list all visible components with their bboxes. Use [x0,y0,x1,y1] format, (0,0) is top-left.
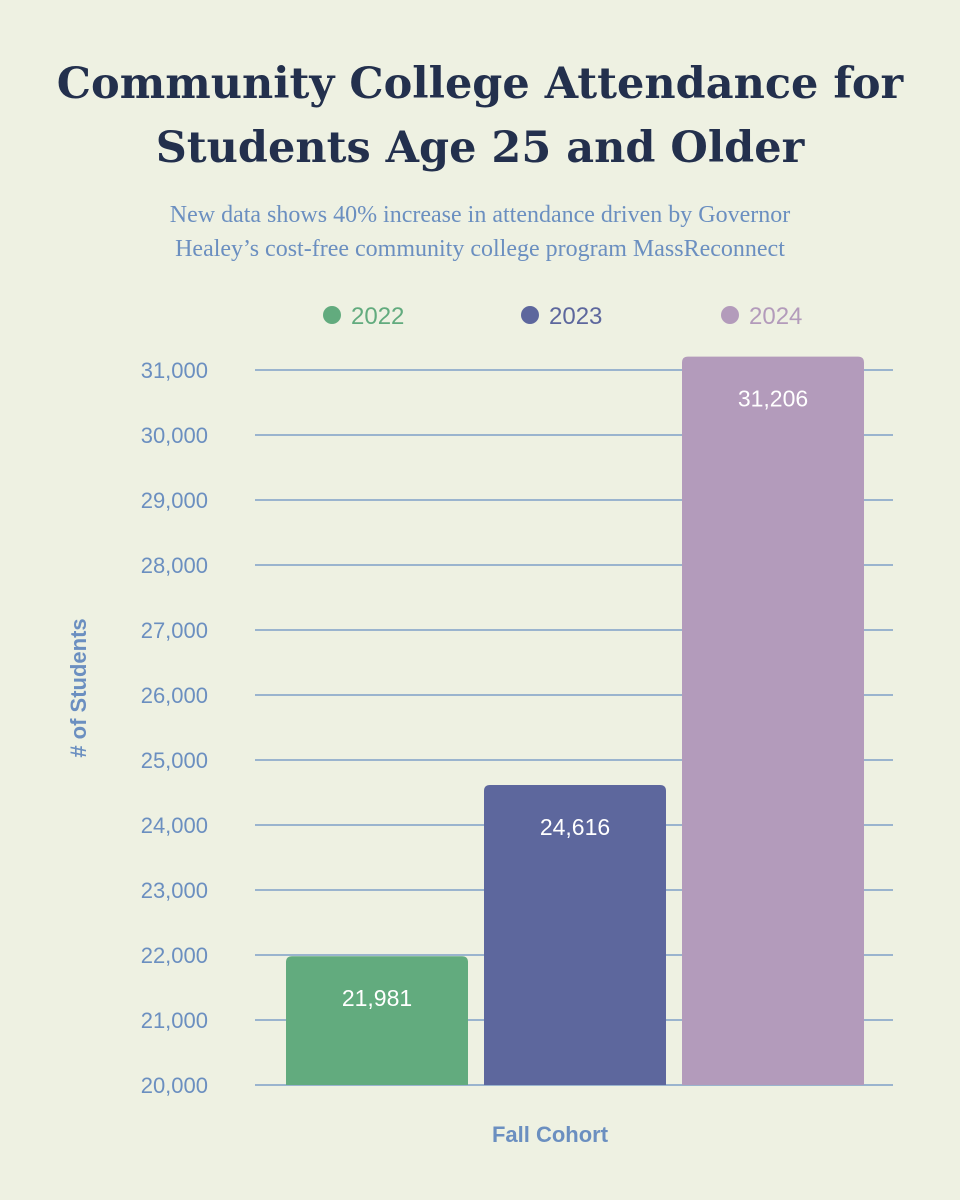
y-tick-label: 20,000 [141,1073,208,1098]
chart-subtitle-line-2: Healey’s cost-free community college pro… [175,236,785,262]
y-tick-label: 25,000 [141,748,208,773]
y-axis-ticks: 20,000 21,000 22,000 23,000 24,000 25,000 26,0… [141,358,208,1098]
y-tick-label: 30,000 [141,423,208,448]
chart-title: Community College Attendance for Student… [0,52,960,180]
bar-value-label: 24,616 [540,814,610,840]
y-tick-label: 29,000 [141,488,208,513]
chart-title-line-1: Community College Attendance for [56,59,904,109]
y-axis-label: # of Students [66,618,91,757]
bar-2023 [484,784,666,1085]
y-tick-label: 27,000 [141,618,208,643]
legend-marker-2022 [323,306,341,324]
chart-title-line-2: Students Age 25 and Older [155,123,805,173]
y-tick-label: 23,000 [141,878,208,903]
y-tick-label: 26,000 [141,683,208,708]
chart-subtitle-line-1: New data shows 40% increase in attendanc… [169,202,791,228]
y-tick-label: 28,000 [141,553,208,578]
y-tick-label: 22,000 [141,943,208,968]
y-tick-label: 21,000 [141,1008,208,1033]
legend-marker-2023 [521,306,539,324]
x-axis-label: Fall Cohort [492,1122,609,1147]
legend-label-2022: 2022 [351,303,404,330]
legend-label-2023: 2023 [549,303,602,330]
y-tick-label: 31,000 [141,358,208,383]
y-tick-label: 24,000 [141,813,208,838]
legend: 2022 2023 2024 [323,303,802,330]
bar-value-label: 21,981 [342,985,412,1011]
legend-label-2024: 2024 [749,303,802,330]
chart-subtitle: New data shows 40% increase in attendanc… [60,198,900,266]
bar-2024 [682,356,864,1085]
bar-2022 [286,956,468,1085]
bar-value-label: 31,206 [738,386,808,412]
bars: 21,981 24,616 31,206 [286,356,864,1085]
legend-marker-2024 [721,306,739,324]
